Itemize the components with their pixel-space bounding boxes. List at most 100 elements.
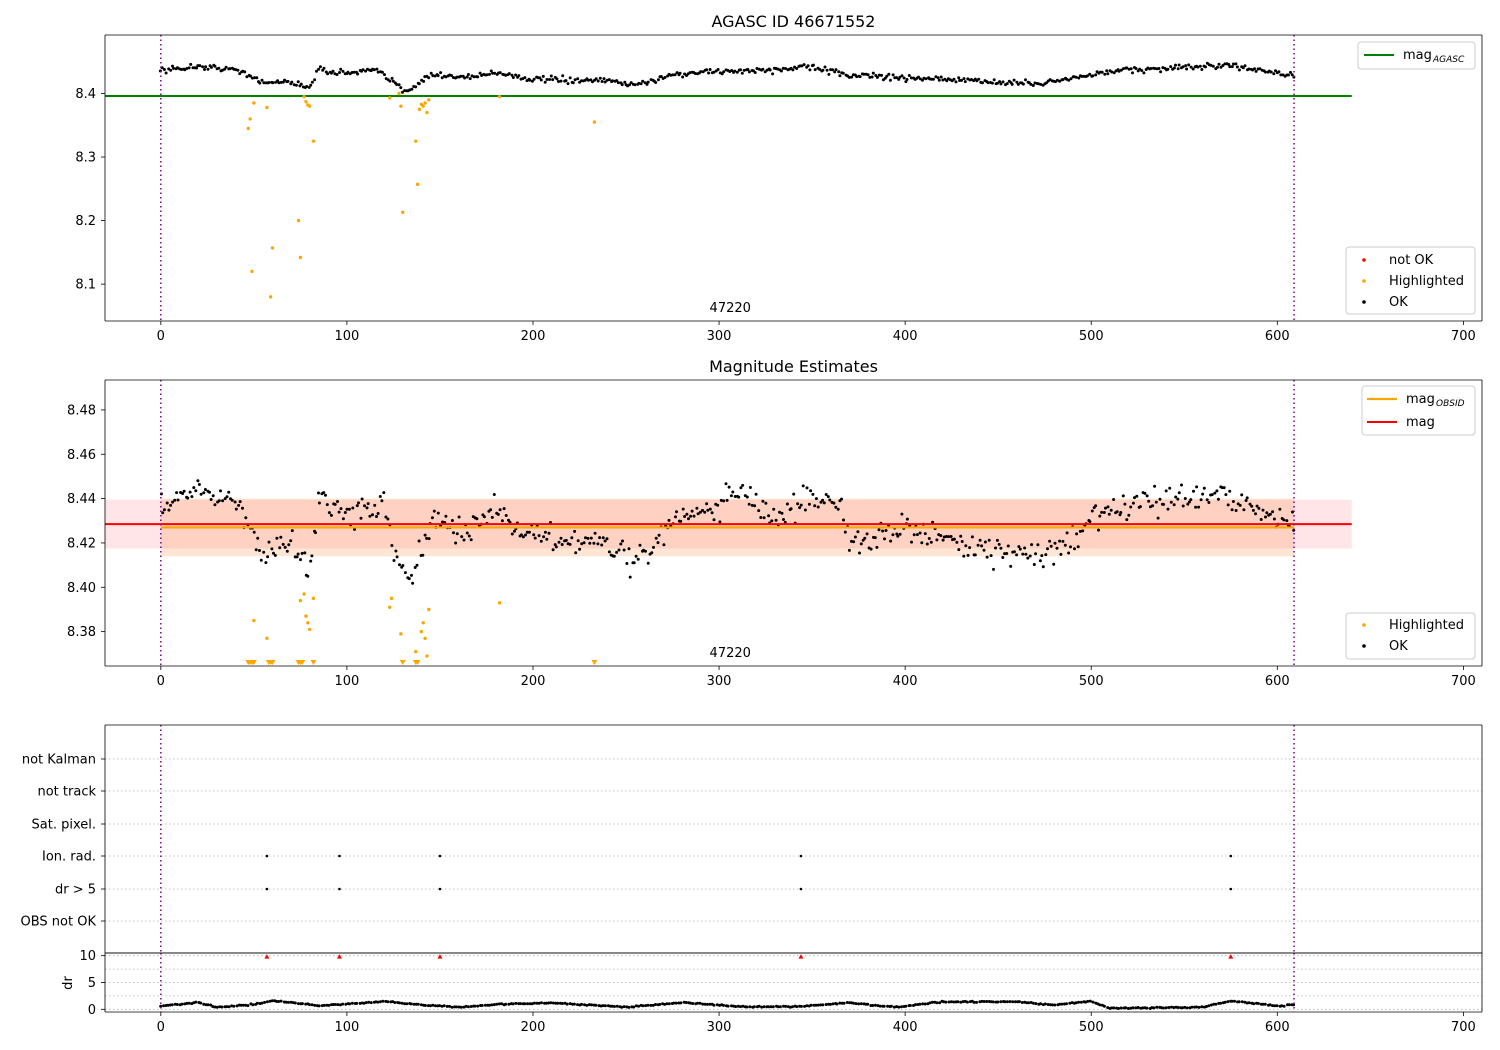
data-point-ok bbox=[1242, 508, 1246, 512]
data-point-highlighted bbox=[270, 246, 275, 250]
data-point-ok bbox=[871, 71, 875, 75]
data-point-ok bbox=[925, 542, 929, 546]
data-point-ok bbox=[1216, 497, 1220, 501]
data-point-ok bbox=[576, 1003, 579, 1007]
data-point-ok bbox=[688, 1001, 692, 1005]
data-point-ok bbox=[346, 70, 350, 74]
data-point-ok bbox=[1233, 999, 1236, 1003]
data-point-ok bbox=[1134, 1006, 1138, 1010]
data-point-ok bbox=[1184, 64, 1188, 68]
data-point-ok bbox=[386, 1000, 390, 1004]
data-point-ok bbox=[1215, 489, 1219, 493]
y-tick-label: 8.44 bbox=[67, 492, 96, 507]
data-point-ok bbox=[517, 74, 521, 78]
y-tick-label: 8.4 bbox=[75, 87, 96, 102]
data-point-ok bbox=[792, 492, 796, 496]
data-point-ok bbox=[807, 502, 811, 506]
data-point-ok bbox=[1183, 1005, 1187, 1009]
data-point-ok bbox=[909, 76, 913, 80]
data-point-ok bbox=[169, 68, 173, 72]
data-point-ok bbox=[902, 76, 906, 80]
data-point-ok bbox=[811, 63, 815, 67]
data-point-ok bbox=[1252, 1002, 1256, 1006]
data-point-ok bbox=[762, 516, 766, 520]
data-point-ok bbox=[952, 537, 956, 541]
data-point-ok bbox=[880, 73, 883, 77]
data-point-ok bbox=[634, 554, 638, 558]
data-point-ok bbox=[824, 1003, 828, 1006]
data-point-ok bbox=[863, 536, 867, 540]
data-point-ok bbox=[695, 506, 699, 510]
data-point-ok bbox=[197, 483, 201, 486]
data-point-ok bbox=[574, 551, 578, 555]
data-point-ok bbox=[290, 80, 294, 84]
data-point-highlighted bbox=[417, 107, 422, 112]
data-point-ok bbox=[1197, 505, 1201, 509]
data-point-ok bbox=[260, 1001, 264, 1005]
data-point-ok bbox=[843, 530, 847, 534]
data-point-ok bbox=[651, 1003, 655, 1007]
data-point-ok bbox=[674, 1001, 678, 1005]
data-point-highlighted bbox=[389, 596, 394, 601]
data-point-ok bbox=[1020, 1001, 1024, 1004]
data-point-ok bbox=[1261, 1002, 1265, 1006]
data-point-ok bbox=[1100, 70, 1104, 74]
data-point-ok bbox=[949, 535, 953, 538]
data-point-ok bbox=[652, 545, 655, 549]
data-point-ok bbox=[1254, 512, 1257, 516]
data-point-ok bbox=[1049, 544, 1053, 548]
data-point-ok bbox=[230, 498, 234, 502]
data-point-ok bbox=[169, 503, 173, 507]
data-point-ok bbox=[764, 501, 768, 505]
data-point-ok bbox=[681, 75, 685, 79]
data-point-ok bbox=[544, 1001, 548, 1005]
data-point-ok bbox=[745, 1005, 749, 1009]
data-point-ok bbox=[873, 536, 877, 540]
flag-category-label: not track bbox=[37, 785, 96, 800]
data-point-ok bbox=[196, 479, 200, 483]
data-point-ok bbox=[452, 531, 455, 535]
data-point-ok bbox=[1263, 1002, 1267, 1006]
data-point-ok bbox=[1230, 508, 1234, 512]
data-point-ok bbox=[1119, 68, 1123, 72]
data-point-ok bbox=[410, 573, 413, 577]
data-point-ok bbox=[514, 1001, 518, 1005]
legend-marker bbox=[1362, 623, 1366, 627]
data-point-ok bbox=[272, 551, 275, 555]
data-point-ok bbox=[754, 492, 758, 496]
data-point-ok bbox=[594, 77, 598, 81]
data-point-ok bbox=[368, 514, 372, 518]
data-point-ok bbox=[814, 497, 818, 501]
x-tick-label: 100 bbox=[334, 329, 359, 344]
data-point-ok bbox=[654, 81, 658, 84]
data-point-ok bbox=[641, 1004, 645, 1008]
data-point-ok bbox=[991, 1000, 995, 1004]
data-point-ok bbox=[1034, 552, 1038, 556]
data-point-ok bbox=[299, 558, 302, 562]
data-point-ok bbox=[277, 81, 281, 85]
data-point-ok bbox=[760, 1005, 764, 1009]
data-point-ok bbox=[1102, 511, 1106, 514]
data-point-ok bbox=[1258, 67, 1262, 71]
data-point-ok bbox=[683, 515, 687, 518]
x-tick-label: 300 bbox=[707, 329, 732, 344]
data-point-ok bbox=[218, 1005, 222, 1009]
data-point-ok bbox=[834, 505, 838, 509]
data-point-ok bbox=[701, 1002, 705, 1006]
data-point-ok bbox=[1274, 69, 1277, 73]
data-point-ok bbox=[850, 75, 854, 79]
data-point-ok bbox=[351, 506, 355, 510]
data-point-ok bbox=[1192, 489, 1195, 493]
data-point-ok bbox=[416, 1002, 420, 1006]
data-point-ok bbox=[999, 82, 1003, 86]
data-point-ok bbox=[869, 547, 873, 551]
data-point-ok bbox=[519, 533, 523, 537]
flag-point bbox=[338, 854, 341, 858]
data-point-ok bbox=[488, 72, 491, 76]
data-point-ok bbox=[394, 549, 398, 553]
data-point-ok bbox=[469, 1005, 473, 1008]
data-point-ok bbox=[822, 501, 826, 505]
data-point-ok bbox=[858, 551, 861, 555]
data-point-ok bbox=[557, 80, 560, 83]
data-point-ok bbox=[1251, 508, 1255, 512]
